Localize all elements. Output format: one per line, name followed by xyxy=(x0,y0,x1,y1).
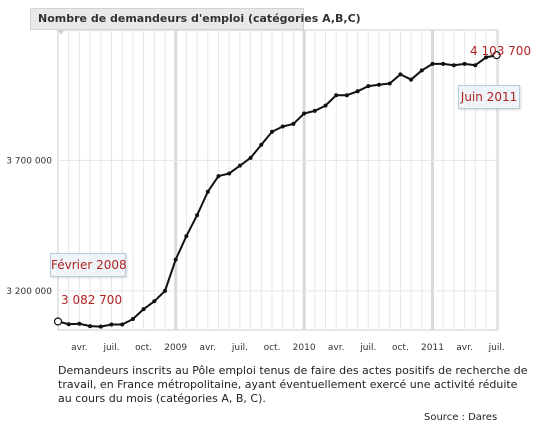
y-tick-label: 3 200 000 xyxy=(6,287,52,297)
data-point xyxy=(227,171,232,176)
endpoint-marker xyxy=(492,51,501,60)
chart-title-pointer xyxy=(57,29,65,35)
data-point xyxy=(312,108,317,113)
x-tick-label: avr. xyxy=(456,343,473,353)
x-tick-label: 2009 xyxy=(164,343,187,353)
series xyxy=(53,51,501,329)
end-date-callout: Juin 2011 xyxy=(458,85,520,109)
start-date-callout: Février 2008 xyxy=(50,253,127,277)
data-point xyxy=(430,61,435,66)
data-point xyxy=(323,103,328,108)
data-point xyxy=(377,82,381,87)
data-point xyxy=(366,84,371,89)
x-tick-label: avr. xyxy=(328,343,345,353)
data-point xyxy=(419,68,424,73)
y-axis: 3 200 000 3 700 000 xyxy=(6,156,52,296)
data-point xyxy=(66,322,71,327)
data-point xyxy=(398,72,403,77)
data-point xyxy=(130,317,135,322)
data-point xyxy=(109,322,114,327)
data-point xyxy=(409,77,414,82)
x-tick-label: oct. xyxy=(135,343,152,353)
endpoint-marker xyxy=(53,317,63,326)
data-point xyxy=(259,142,264,147)
data-point xyxy=(451,63,456,68)
x-tick-label: 2011 xyxy=(421,343,444,353)
data-point xyxy=(248,155,253,160)
data-point xyxy=(344,93,349,98)
x-tick-label: oct. xyxy=(392,343,409,353)
data-point xyxy=(441,61,446,66)
data-point xyxy=(141,307,146,312)
data-point xyxy=(205,189,210,194)
data-point xyxy=(216,174,221,179)
x-tick-label: 2010 xyxy=(293,343,316,353)
x-tick-label: juil. xyxy=(359,343,376,353)
chart-title: Nombre de demandeurs d'emploi (catégorie… xyxy=(30,8,361,30)
data-point xyxy=(195,213,200,218)
grid xyxy=(57,29,499,331)
plot-frame xyxy=(57,29,499,331)
data-point xyxy=(173,257,178,262)
data-point xyxy=(484,55,488,60)
data-point xyxy=(355,89,360,94)
x-axis: avr. juil. oct. 2009 avr. juil. oct. 2010 avr. ju… xyxy=(71,343,505,353)
data-point xyxy=(120,322,125,327)
data-point xyxy=(98,324,103,329)
data-point xyxy=(334,93,339,98)
x-tick-label: juil. xyxy=(231,343,248,353)
x-tick-label: juil. xyxy=(488,343,505,353)
data-point xyxy=(270,129,274,134)
start-value-label: 3 082 700 xyxy=(61,293,123,307)
data-point xyxy=(302,111,307,116)
data-point xyxy=(291,121,296,126)
data-point xyxy=(473,63,478,68)
data-point xyxy=(462,61,467,66)
y-tick-label: 3 700 000 xyxy=(6,156,52,166)
data-point xyxy=(280,124,285,129)
data-point xyxy=(184,234,189,239)
data-point xyxy=(152,299,157,304)
source-note: Source : Dares xyxy=(424,412,498,423)
x-tick-label: oct. xyxy=(264,343,281,353)
data-point xyxy=(77,321,82,326)
data-point xyxy=(237,163,242,168)
end-value-label: 4 103 700 xyxy=(470,44,532,58)
x-tick-label: avr. xyxy=(200,343,217,353)
x-tick-label: juil. xyxy=(102,343,119,353)
data-point xyxy=(163,288,167,293)
data-point xyxy=(88,324,93,329)
chart-caption: Demandeurs inscrits au Pôle emploi tenus… xyxy=(58,364,528,405)
data-point xyxy=(387,81,392,86)
x-tick-label: avr. xyxy=(71,343,88,353)
series-line xyxy=(57,54,497,328)
